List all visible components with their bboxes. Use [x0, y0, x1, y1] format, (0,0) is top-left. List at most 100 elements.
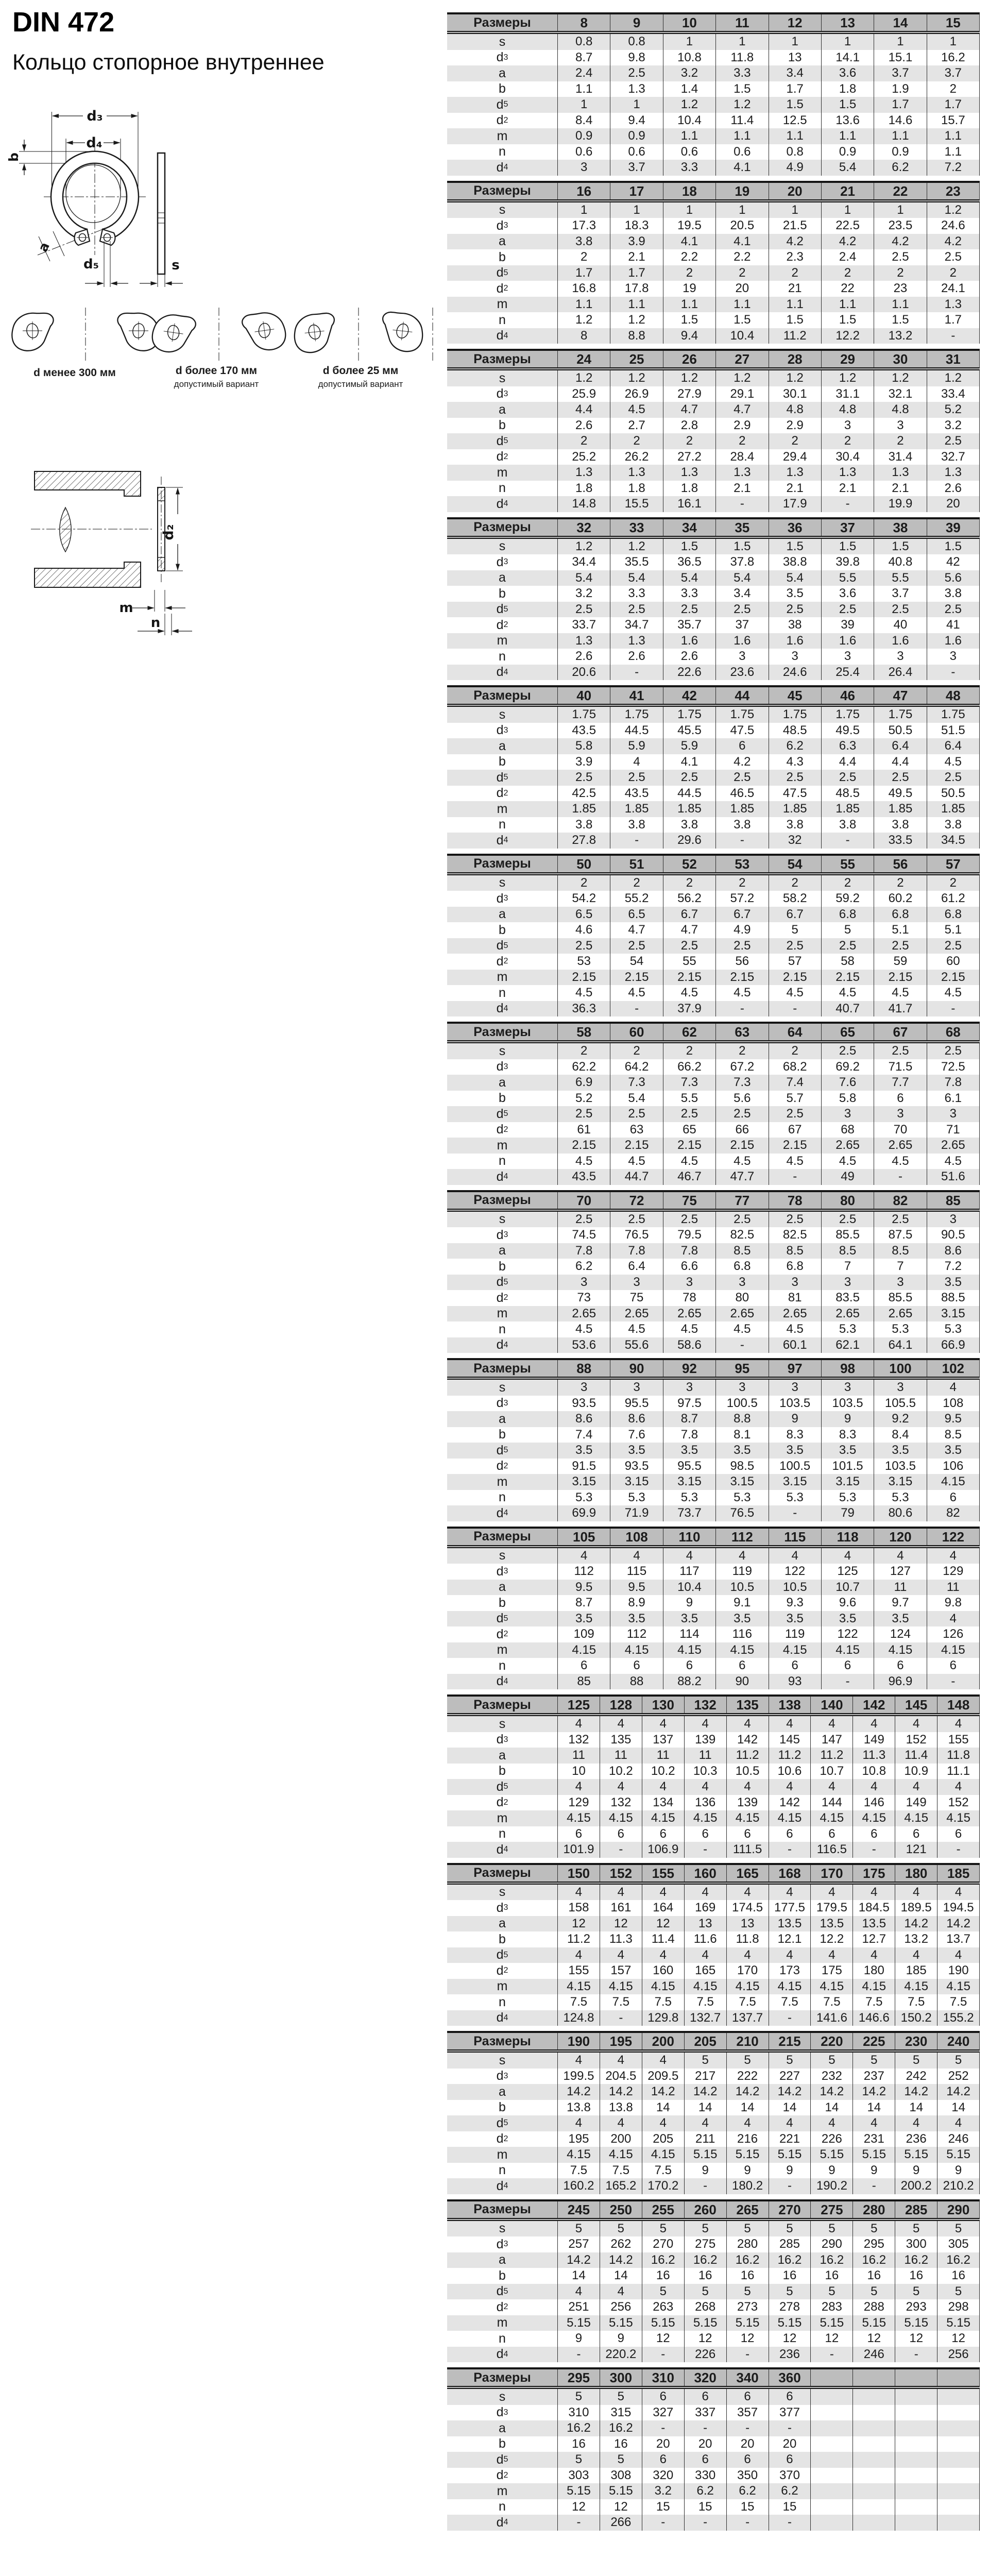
value-cell: 295 [853, 2236, 896, 2252]
value-cell: 6 [811, 1826, 854, 1842]
value-cell: 79.5 [663, 1227, 717, 1243]
value-cell: 173 [769, 1963, 811, 1979]
value-cell: 3 [769, 649, 822, 665]
size-header-cell: 85 [927, 1192, 980, 1209]
value-cell: 14.2 [895, 2084, 938, 2100]
row-label-b: b [447, 922, 558, 938]
d2-dim-label: d₂ [161, 524, 177, 540]
front-view-drawing: d₃ d₄ b a d₅ s [8, 108, 183, 287]
value-cell: 4 [895, 2115, 938, 2131]
value-cell: 4 [558, 1779, 600, 1795]
s-dim-label: s [172, 258, 179, 273]
value-cell [937, 2452, 980, 2468]
value-cell: 242 [895, 2068, 938, 2084]
size-header-cell: 63 [716, 1024, 769, 1040]
value-cell: 5.15 [558, 2315, 600, 2331]
size-header-cell: 270 [769, 2201, 811, 2218]
value-cell: 2.2 [716, 249, 769, 265]
value-cell: 2.4 [558, 65, 611, 81]
value-cell: 8.6 [558, 1411, 611, 1427]
value-cell: 5.4 [716, 570, 769, 586]
size-header-cell: 142 [853, 1697, 896, 1713]
row-label-m: m [447, 1474, 558, 1490]
value-cell: 6 [769, 2389, 811, 2405]
size-header-cell: 62 [663, 1024, 717, 1040]
value-cell: 5.15 [811, 2147, 854, 2163]
value-cell: 7.5 [558, 2162, 600, 2178]
size-header-cell: 23 [927, 182, 980, 199]
value-cell: - [853, 1842, 896, 1858]
size-header-row: Размеры 58 60 62 63 64 65 67 68 [447, 1022, 980, 1043]
value-cell: 16 [600, 2436, 642, 2452]
size-header-cell: 78 [769, 1192, 822, 1209]
value-cell: - [642, 2515, 685, 2531]
value-cell: 2 [558, 1043, 611, 1059]
size-header-cell: 230 [895, 2033, 938, 2049]
value-cell: 6 [685, 2452, 727, 2468]
value-cell: 290 [811, 2236, 854, 2252]
value-cell: 9 [663, 1595, 717, 1611]
value-cell: 11.2 [769, 328, 822, 344]
value-cell: 3.8 [874, 817, 927, 833]
value-cell: 1.8 [822, 81, 875, 97]
value-cell: 1.5 [927, 538, 980, 554]
value-cell: 11.6 [685, 1931, 727, 1947]
dimension-row-b: b 6.2 6.4 6.6 6.8 6.8 7 7 7.2 [447, 1259, 980, 1275]
value-cell: 2.15 [558, 1138, 611, 1154]
value-cell: 11 [927, 1579, 980, 1595]
value-cell: 16.2 [895, 2252, 938, 2268]
value-cell: 33.7 [558, 617, 611, 633]
value-cell: 4 [769, 1947, 811, 1963]
value-cell: 2 [769, 1043, 822, 1059]
value-cell: 48.5 [822, 785, 875, 801]
value-cell: 1.5 [716, 81, 769, 97]
value-cell: 12.5 [769, 112, 822, 128]
dimension-row-b: b 2.6 2.7 2.8 2.9 2.9 3 3 3.2 [447, 417, 980, 433]
dimension-row-s: s 0.8 0.8 1 1 1 1 1 1 [447, 34, 980, 50]
value-cell: 137.7 [727, 2010, 769, 2026]
dimension-row-d2: d 2 129 132 134 136 139 142 144 146 149 152 [447, 1794, 980, 1810]
value-cell: 9.2 [874, 1411, 927, 1427]
value-cell: 4 [600, 2115, 642, 2131]
value-cell: 43.5 [558, 722, 611, 738]
value-cell: 146.6 [853, 2010, 896, 2026]
size-header-cell: 130 [642, 1697, 685, 1713]
value-cell: 2.5 [610, 770, 663, 786]
value-cell: 4.5 [769, 985, 822, 1001]
value-cell: 1.3 [927, 465, 980, 481]
value-cell: 10.9 [895, 1763, 938, 1779]
value-cell: 4.1 [663, 754, 717, 770]
value-cell: 2.1 [610, 249, 663, 265]
value-cell: 2 [716, 265, 769, 281]
value-cell: 3 [558, 1274, 611, 1290]
value-cell: 49 [822, 1169, 875, 1185]
lug-variants-drawing [11, 308, 433, 362]
value-cell: 53.6 [558, 1337, 611, 1353]
row-label-n: n [447, 1321, 558, 1337]
value-cell: 76.5 [610, 1227, 663, 1243]
value-cell: 1.3 [927, 296, 980, 312]
value-cell: 29.6 [663, 833, 717, 849]
value-cell: 136 [685, 1794, 727, 1810]
table-section-10: Размеры 105 108 110 112 115 118 120 122 s 4 4 4 4 4 4 4 4… [447, 1526, 980, 1689]
value-cell: 7.3 [663, 1075, 717, 1091]
value-cell: 3.5 [558, 1611, 611, 1626]
value-cell: 12 [642, 1916, 685, 1931]
value-cell: 9.5 [610, 1579, 663, 1595]
value-cell: 1.1 [927, 144, 980, 160]
a-line-2 [53, 231, 65, 257]
value-cell: 1.6 [822, 633, 875, 649]
value-cell: 262 [600, 2236, 642, 2252]
value-cell: 2.5 [558, 1106, 611, 1122]
size-header-label: Размеры [447, 14, 558, 31]
variant-lug-4 [242, 312, 286, 351]
value-cell: 1.5 [769, 538, 822, 554]
